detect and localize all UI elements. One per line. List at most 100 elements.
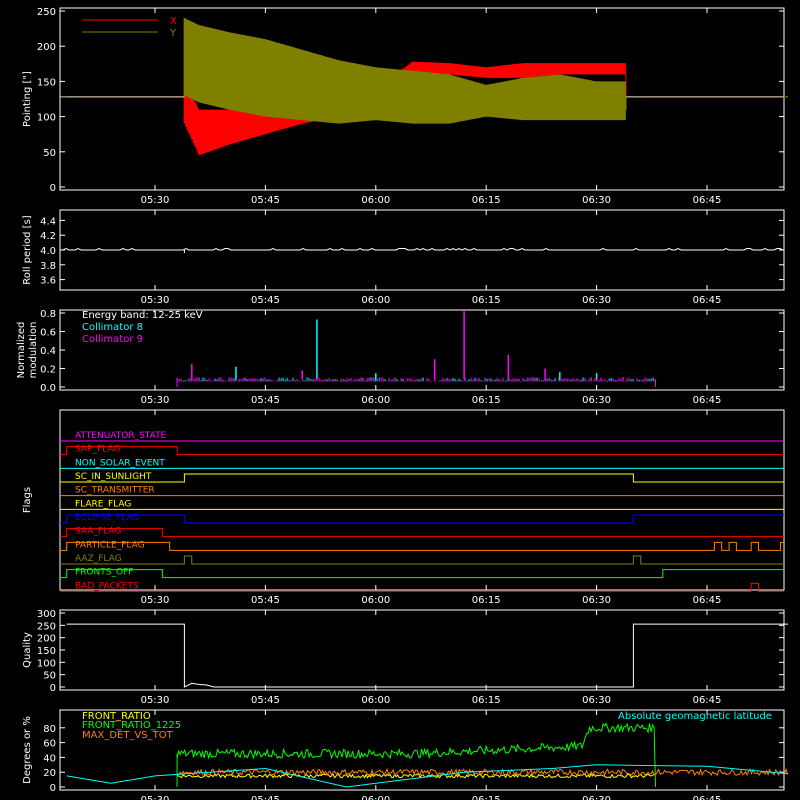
x-tick-label: 06:30 [582, 195, 611, 206]
y-tick-label: 250 [37, 621, 56, 632]
flag-label: SC_TRANSMITTER [75, 486, 155, 496]
y-tick-label: 250 [37, 7, 56, 18]
panel-2: 05:30 05:45 06:00 06:15 06:30 06:45 Roll perio… [22, 209, 785, 306]
legend-entry: Collimator 8 [82, 322, 143, 333]
y-axis-label: Flags [22, 487, 33, 513]
x-tick-label: 06:45 [693, 295, 722, 306]
modulation-noise-9 [176, 377, 656, 382]
x-tick-label: 05:45 [251, 395, 280, 406]
x-tick-label: 06:45 [693, 595, 722, 606]
roll-period-line [60, 247, 784, 251]
y-tick-label: 0 [50, 783, 56, 794]
x-tick-label: 05:30 [141, 695, 170, 706]
y-axis-label: Degrees or % [22, 716, 33, 784]
legend-entry: MAX_DET_VS_TOT [82, 730, 174, 741]
x-tick-label: 05:45 [251, 595, 280, 606]
x-tick-label: 06:00 [361, 395, 390, 406]
flag-label: AAZ_FLAG [75, 554, 122, 564]
y-tick-label: 4.0 [40, 246, 56, 257]
x-tick-label: 06:15 [472, 195, 501, 206]
panel-5: 05:30 05:45 06:00 06:15 06:30 06:45 Quality 050… [22, 609, 788, 706]
y-tick-label: 100 [37, 658, 56, 669]
y-tick-label: 4.4 [40, 216, 56, 227]
x-tick-label: 05:30 [141, 295, 170, 306]
x-tick-label: 06:15 [472, 395, 501, 406]
y-tick-label: 100 [37, 113, 56, 124]
flag-label: NON_SOLAR_EVENT [75, 458, 165, 468]
x-tick-label: 06:15 [472, 295, 501, 306]
y-axis-label: Pointing ["] [22, 71, 33, 127]
y-tick-label: 50 [43, 671, 56, 682]
ratio-series [176, 722, 656, 788]
x-tick-label: 05:30 [141, 395, 170, 406]
legend-entry: FRONT_RATIO [82, 711, 151, 722]
legend-entry: Absolute geomagnetic latitude [618, 711, 772, 722]
x-tick-label: 05:45 [251, 295, 280, 306]
y-tick-label: 3.8 [40, 261, 56, 272]
y-axis-label: Roll period [s] [22, 215, 33, 284]
y-tick-label: 0 [50, 183, 56, 194]
panel-frame [59, 609, 785, 691]
panel-frame [59, 709, 785, 791]
x-tick-label: 05:45 [251, 695, 280, 706]
flag-line [60, 528, 784, 538]
x-tick-label: 06:15 [472, 595, 501, 606]
y-tick-label: 20 [43, 768, 56, 779]
ratio-series [176, 767, 789, 778]
panel-4: 05:30 05:45 06:00 06:15 06:30 06:45 Flags ATTEN… [22, 409, 785, 606]
panel-frame [59, 7, 785, 191]
x-tick-label: 06:15 [472, 695, 501, 706]
x-tick-label: 06:45 [693, 195, 722, 206]
y-tick-label: 3.6 [40, 276, 56, 287]
x-tick-label: 06:00 [361, 595, 390, 606]
x-tick-label: 06:30 [582, 295, 611, 306]
quality-line [66, 623, 788, 688]
flag-label: BAD_PACKETS [75, 581, 139, 591]
x-tick-label: 06:00 [361, 695, 390, 706]
x-tick-label: 05:45 [251, 195, 280, 206]
flag-label: SC_IN_SUNLIGHT [75, 472, 152, 482]
flag-label: FLARE_FLAG [75, 499, 131, 509]
x-tick-label: 06:00 [361, 295, 390, 306]
y-tick-label: 150 [37, 646, 56, 657]
x-tick-label: 05:45 [251, 795, 280, 800]
panel-6: 05:30 05:45 06:00 06:15 06:30 06:45 Degrees or… [22, 709, 789, 800]
y-tick-label: 200 [37, 634, 56, 645]
y-tick-label: 0.6 [40, 328, 56, 339]
flag-line [60, 582, 784, 592]
x-tick-label: 06:45 [693, 395, 722, 406]
y-tick-label: 0 [50, 683, 56, 694]
legend-entry: Y [169, 28, 177, 39]
x-tick-label: 06:45 [693, 695, 722, 706]
x-tick-label: 05:30 [141, 795, 170, 800]
x-tick-label: 06:30 [582, 695, 611, 706]
legend-entry: Collimator 9 [82, 334, 143, 345]
y-tick-label: 200 [37, 42, 56, 53]
flag-label: PARTICLE_FLAG [75, 540, 145, 550]
flag-label: SAA_FLAG [75, 527, 121, 537]
flag-line [60, 446, 784, 456]
flag-line [60, 514, 784, 524]
x-tick-label: 05:30 [141, 595, 170, 606]
x-tick-label: 06:00 [361, 195, 390, 206]
flag-line [60, 473, 784, 483]
energy-band-label: Energy band: 12-25 keV [82, 310, 203, 321]
x-tick-label: 06:00 [361, 795, 390, 800]
panel-1: 05:30 05:45 06:00 06:15 06:30 06:45 Pointing [… [22, 7, 788, 206]
flag-line [60, 555, 784, 565]
flag-line [60, 541, 784, 551]
flag-label: ECLIPSE_FLAG [75, 513, 139, 523]
flag-line [60, 569, 784, 579]
y-tick-label: 150 [37, 77, 56, 88]
y-axis-label: modulation [28, 322, 39, 379]
y-tick-label: 0.0 [40, 383, 56, 394]
panel-frame [59, 309, 785, 391]
flag-label: ATTENUATOR_STATE [75, 431, 167, 441]
y-axis-label: Quality [22, 632, 33, 668]
legend-entry: FRONT_RATIO_1225 [82, 720, 181, 731]
y-tick-label: 0.2 [40, 365, 56, 376]
y-tick-label: 0.8 [40, 309, 56, 320]
series-line-y [66, 45, 788, 111]
flag-label: SAP_FLAG [75, 445, 120, 455]
